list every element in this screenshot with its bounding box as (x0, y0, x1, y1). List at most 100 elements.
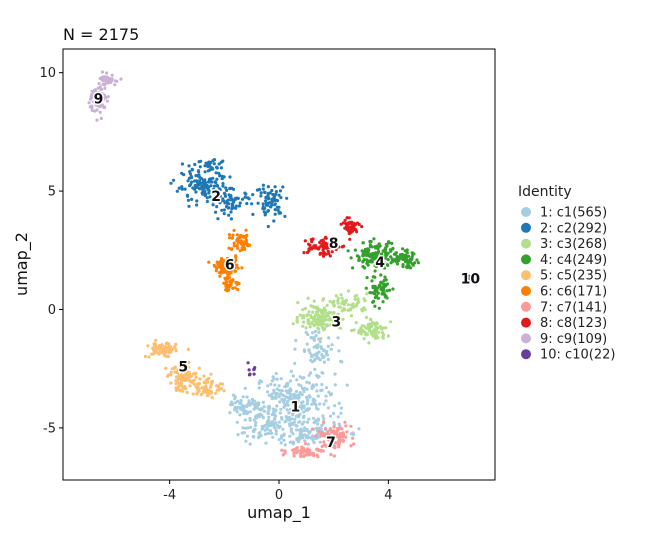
cluster-6-point (233, 286, 237, 290)
cluster-5-point (196, 382, 200, 386)
cluster-1-point (302, 410, 306, 414)
cluster-2-point (278, 189, 283, 193)
cluster-1-point (238, 413, 242, 417)
cluster-1-point (264, 441, 268, 445)
cluster-6-point (232, 241, 236, 245)
cluster-7-point (299, 454, 303, 458)
cluster-1-point (325, 353, 330, 357)
cluster-9-point (115, 79, 119, 83)
legend: 1: c1(565)2: c2(292)3: c3(268)4: c4(249)… (521, 206, 615, 363)
cluster-1-point (300, 405, 304, 409)
cluster-1-point (307, 394, 311, 398)
cluster-7-point (280, 448, 284, 452)
cluster-2-point (224, 186, 228, 190)
cluster-2-point (272, 219, 276, 223)
cluster-1-point (241, 409, 245, 413)
cluster-2-point (236, 196, 240, 200)
cluster-3-point (291, 322, 295, 326)
cluster-3-point (389, 320, 393, 324)
cluster-1-point (340, 360, 344, 364)
cluster-7-point (331, 436, 335, 440)
cluster-1-point (282, 438, 286, 442)
cluster-5-point (177, 376, 181, 380)
cluster-6-point (237, 281, 241, 286)
cluster-1-point (282, 394, 286, 398)
cluster-3-point (316, 309, 320, 313)
cluster-3-point (349, 314, 354, 318)
cluster-3-point (329, 318, 333, 322)
cluster-1-point (312, 402, 316, 406)
cluster-5-point (161, 351, 165, 355)
cluster-8-point (340, 245, 344, 249)
cluster-4-point (395, 254, 399, 258)
y-tick-label: 10 (39, 66, 56, 81)
cluster-5-point (173, 370, 177, 374)
cluster-6-point (230, 247, 234, 251)
cluster-5-point (199, 393, 203, 397)
cluster-5-point (164, 366, 168, 370)
cluster-5-point (147, 355, 151, 359)
cluster-1-point (316, 394, 320, 398)
cluster-5-point (161, 346, 165, 350)
cluster-1-point (263, 424, 267, 428)
series-7-points (280, 420, 356, 459)
cluster-5-point (215, 388, 219, 392)
cluster-2-point (196, 173, 200, 177)
cluster-2-point (250, 202, 254, 206)
cluster-9-point (105, 71, 109, 75)
cluster-5-point (158, 343, 162, 348)
cluster-1-point (302, 429, 306, 433)
cluster-7-point (292, 451, 296, 456)
cluster-5-point (210, 381, 214, 385)
cluster-1-point (307, 417, 311, 421)
cluster-1-point (238, 401, 242, 406)
cluster-2-point (187, 204, 191, 208)
cluster-2-point (180, 171, 184, 175)
cluster-3-point (332, 313, 336, 317)
cluster-1-point (278, 388, 282, 392)
cluster-4-point (387, 288, 392, 292)
cluster-1-point (329, 347, 333, 351)
cluster-2-point (283, 214, 287, 218)
cluster-1-point (240, 403, 244, 408)
cluster-5-point (187, 370, 191, 374)
cluster-6-point (227, 272, 231, 276)
cluster-2-point (273, 198, 277, 202)
cluster-6-point (230, 267, 234, 271)
cluster-2-point (208, 160, 212, 164)
cluster-2-point (231, 206, 236, 210)
cluster-7-point (302, 454, 306, 459)
cluster-3-point (308, 325, 312, 329)
cluster-3-point (354, 304, 358, 308)
cluster-3-point (322, 310, 326, 315)
cluster-2-point (222, 208, 226, 212)
cluster-1-point (263, 428, 267, 432)
cluster-4-point (371, 284, 375, 288)
cluster-1-point (241, 395, 245, 399)
cluster-2-point (189, 182, 193, 187)
cluster-3-point (317, 327, 321, 331)
cluster-1-point (286, 391, 290, 395)
cluster-7-point (351, 436, 355, 440)
legend-label-9: 9: c9(109) (540, 332, 607, 347)
cluster-4-point (405, 248, 409, 252)
cluster-1-point (322, 402, 326, 406)
cluster-7-point (340, 427, 344, 431)
cluster-1-point (273, 422, 277, 426)
cluster-3-point (364, 326, 368, 330)
cluster-8-point (344, 224, 349, 229)
cluster-1-point (269, 382, 273, 386)
cluster-2-point (194, 190, 198, 194)
cluster-9-point (97, 81, 101, 86)
cluster-4-point (358, 258, 362, 262)
cluster-7-point (305, 449, 309, 453)
cluster-7-point (332, 425, 336, 429)
cluster-4-point (373, 252, 377, 256)
cluster-1-point (293, 347, 297, 351)
cluster-1-point (328, 393, 333, 397)
cluster-2-point (206, 169, 210, 173)
cluster-2-point (200, 184, 204, 188)
cluster-3-point (363, 299, 367, 303)
cluster-2-point (193, 183, 197, 188)
cluster-8-point (308, 243, 312, 247)
